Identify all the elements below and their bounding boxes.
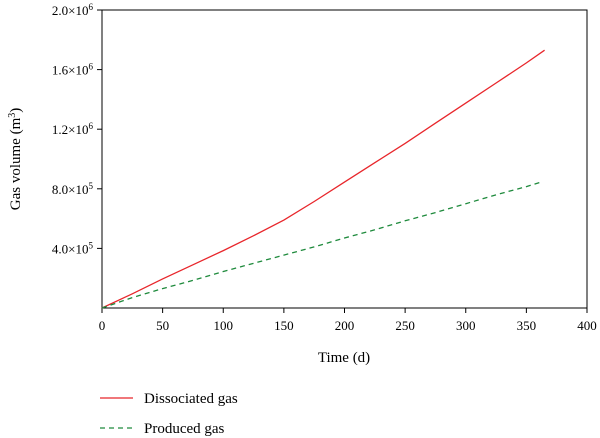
x-tick-label: 200 [335, 318, 355, 333]
x-tick-label: 250 [395, 318, 415, 333]
legend-label-produced-gas: Produced gas [144, 421, 225, 437]
y-tick-mantissa: 1.2×10 [52, 122, 89, 137]
y-tick-mantissa: 8.0×10 [52, 182, 89, 197]
y-tick-exponent: 5 [89, 240, 94, 250]
y-tick-label: 1.6×106 [52, 62, 94, 78]
x-tick-label: 100 [214, 318, 234, 333]
x-tick-label: 300 [456, 318, 476, 333]
y-axis-title: Gas volume (m3) [7, 108, 25, 210]
y-tick-exponent: 6 [89, 121, 94, 131]
legend-label-dissociated-gas: Dissociated gas [144, 391, 238, 407]
y-tick-label: 4.0×105 [52, 240, 94, 256]
x-axis-title: Time (d) [318, 350, 370, 366]
x-tick-label: 350 [517, 318, 537, 333]
y-tick-label: 2.0×106 [52, 2, 94, 18]
x-tick-label: 400 [577, 318, 597, 333]
series-layer [101, 49, 545, 309]
y-tick-label: 1.2×106 [52, 121, 94, 137]
y-axis-title-close: ) [8, 108, 24, 113]
series-line-produced-gas [101, 181, 542, 309]
y-tick-mantissa: 4.0×10 [52, 241, 89, 256]
plot-area-frame [101, 9, 588, 309]
series-line-dissociated-gas [101, 49, 545, 309]
y-tick-exponent: 6 [89, 2, 94, 12]
x-tick-label: 0 [99, 318, 106, 333]
y-tick-mantissa: 1.6×10 [52, 63, 89, 78]
x-tick-label: 150 [274, 318, 294, 333]
y-axis-title-sup: 3 [7, 113, 18, 118]
x-axis: 0 50 100 150 200 250 300 350 400 [99, 308, 597, 333]
y-tick-label: 8.0×105 [52, 181, 94, 197]
y-tick-exponent: 6 [89, 62, 94, 72]
y-tick-exponent: 5 [89, 181, 94, 191]
legend: Dissociated gas Produced gas [100, 391, 238, 437]
y-tick-mantissa: 2.0×10 [52, 3, 89, 18]
y-axis-title-text: Gas volume (m [8, 117, 24, 210]
x-tick-label: 50 [156, 318, 169, 333]
